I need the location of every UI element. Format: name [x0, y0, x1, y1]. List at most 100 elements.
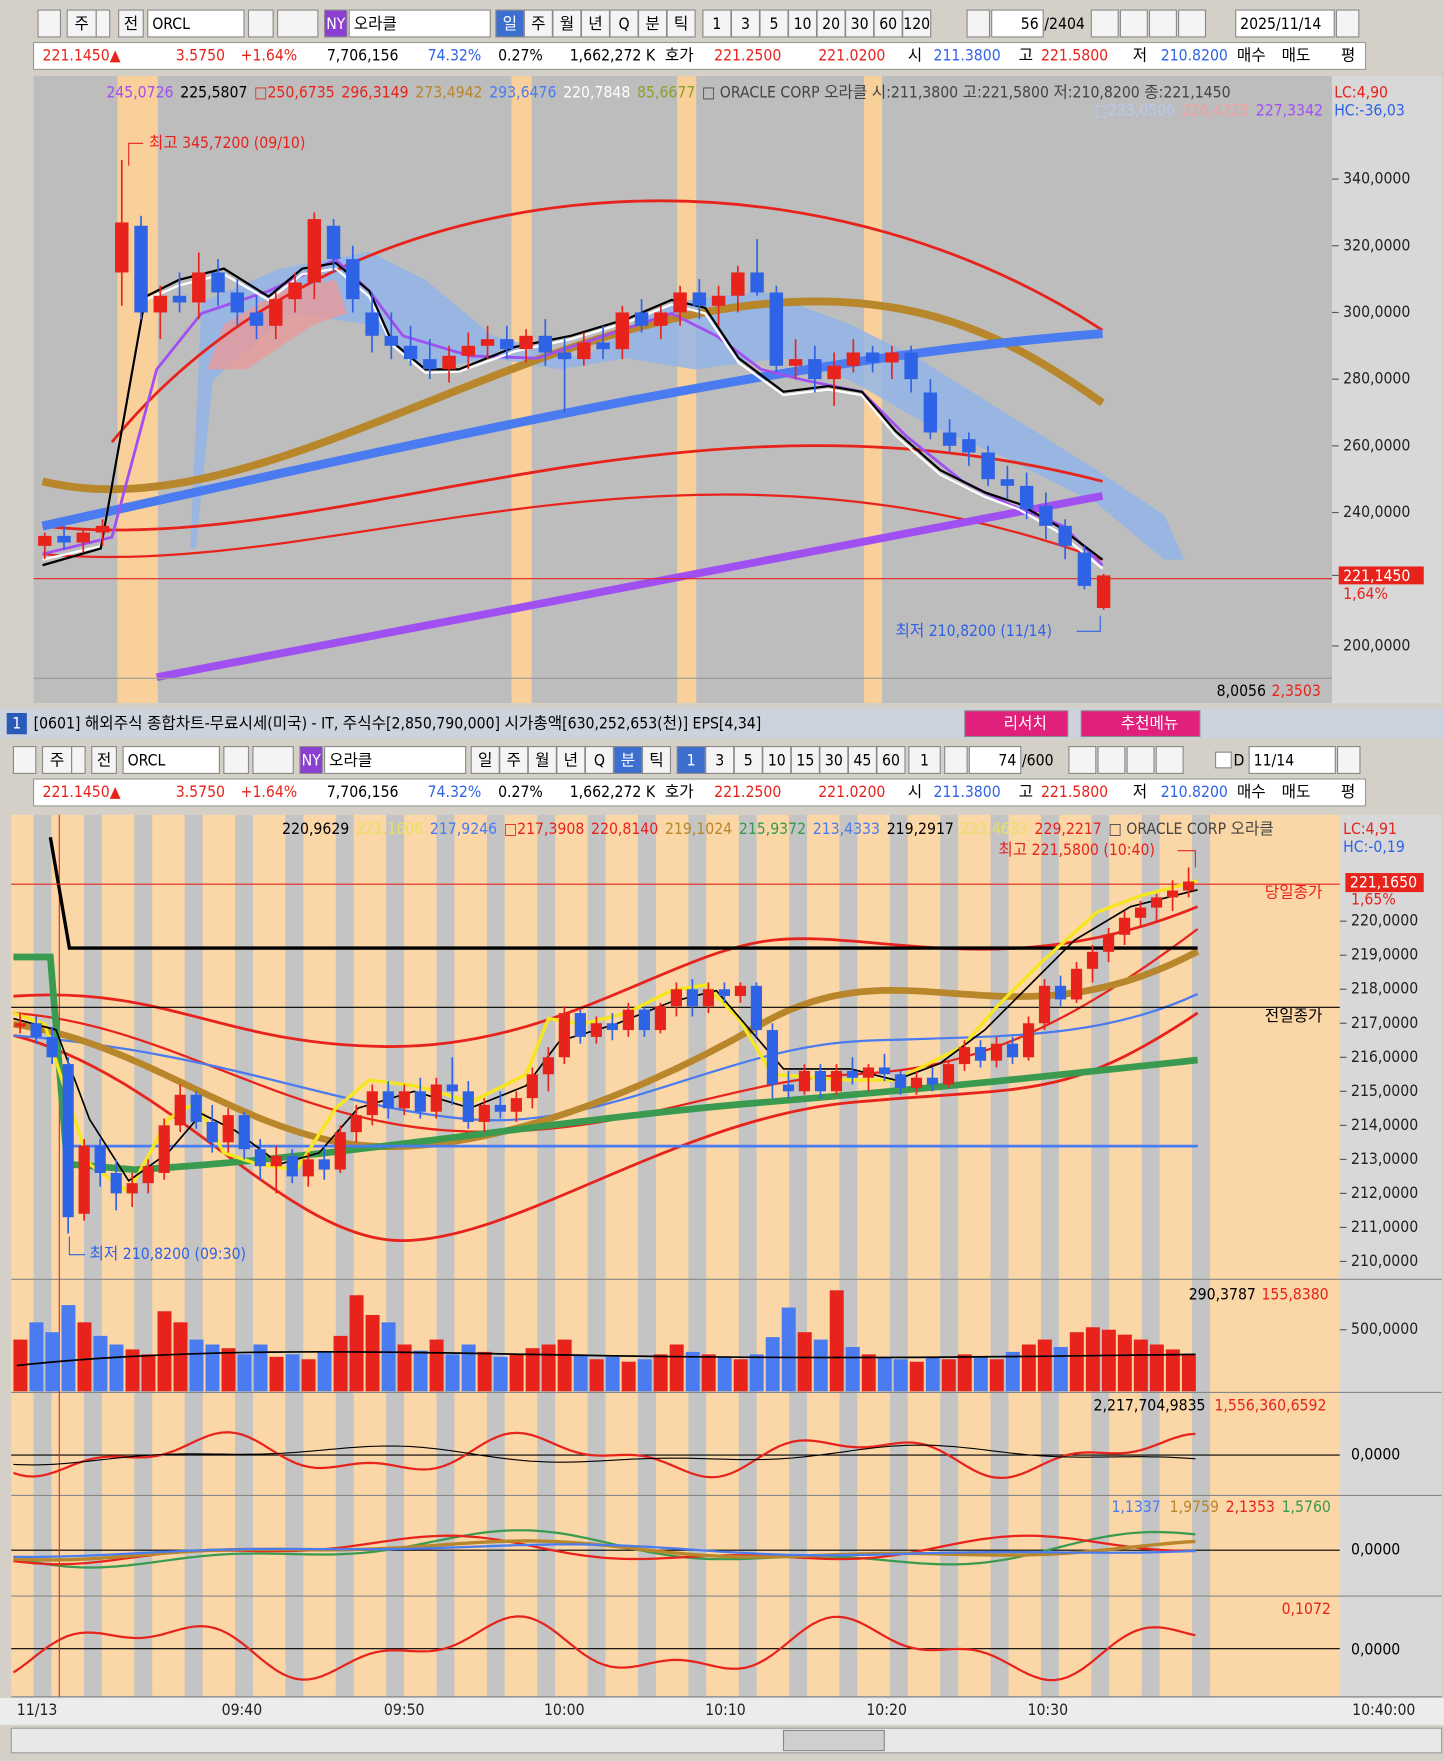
button[interactable] [790, 746, 820, 774]
button-label: 3 [715, 751, 724, 770]
button[interactable] [584, 746, 614, 774]
button[interactable] [966, 9, 991, 38]
button[interactable] [705, 746, 735, 774]
volume-bar [1069, 1332, 1084, 1392]
button[interactable] [676, 746, 706, 774]
volume-bar [189, 1339, 204, 1392]
button[interactable] [816, 9, 846, 38]
count: 56 [1021, 14, 1039, 33]
indicator-line [13, 1431, 1196, 1480]
candle-body [365, 312, 379, 336]
name-input[interactable] [324, 746, 467, 774]
button[interactable] [702, 9, 732, 38]
button[interactable] [71, 746, 86, 774]
button[interactable] [1337, 746, 1361, 774]
button[interactable] [41, 746, 73, 774]
time-label: 10:40:00 [1352, 1700, 1415, 1719]
button[interactable] [902, 9, 932, 38]
candle-body [1150, 897, 1163, 908]
button[interactable] [1090, 9, 1119, 38]
button[interactable] [845, 9, 875, 38]
quote-item: 매수 [1237, 45, 1266, 64]
scroll-thumb[interactable] [782, 1729, 885, 1752]
count-input[interactable] [991, 9, 1044, 38]
button[interactable] [944, 746, 968, 774]
button[interactable] [759, 9, 789, 38]
moving-average-line [12, 948, 1200, 1150]
button[interactable] [1335, 9, 1360, 38]
button[interactable] [876, 746, 906, 774]
button[interactable] [1178, 9, 1207, 38]
date-input[interactable] [1248, 746, 1336, 774]
volume-bar [701, 1354, 716, 1392]
market-tag[interactable] [324, 9, 348, 38]
button[interactable] [252, 746, 294, 774]
quote-item: 저 [1133, 782, 1147, 801]
candle-body [577, 342, 591, 360]
button[interactable] [95, 9, 111, 38]
volume-bar [637, 1359, 652, 1392]
checkbox[interactable] [1215, 751, 1232, 769]
volume-bar [157, 1311, 172, 1392]
button[interactable] [908, 746, 941, 774]
button[interactable] [37, 9, 62, 38]
button[interactable] [1097, 746, 1126, 774]
volume-bar [877, 1356, 892, 1392]
menu-button[interactable] [1080, 710, 1201, 738]
lc-label: LC:4,90 [1334, 82, 1388, 101]
candle-body [622, 1009, 634, 1031]
button[interactable] [873, 9, 903, 38]
button[interactable] [847, 746, 877, 774]
button[interactable] [762, 746, 792, 774]
button[interactable] [613, 746, 643, 774]
low-note: 최저 210,8200 (09:30) [90, 1244, 247, 1263]
volume-bar [605, 1356, 620, 1392]
candle-body [923, 392, 938, 433]
volume-bar [509, 1354, 524, 1392]
button[interactable] [1155, 746, 1184, 774]
menu-button[interactable] [964, 710, 1069, 738]
date-input[interactable] [1235, 9, 1335, 38]
candle-body [134, 225, 148, 313]
button-label: 60 [882, 751, 900, 770]
y-tick-label: 240,0000 [1343, 502, 1410, 521]
symbol-input[interactable] [147, 9, 245, 38]
button[interactable] [223, 746, 250, 774]
market-tag[interactable] [299, 746, 323, 774]
button[interactable] [12, 746, 37, 774]
quote-item: 3.5750 [176, 782, 225, 801]
symbol-input[interactable] [122, 746, 220, 774]
button[interactable] [499, 746, 529, 774]
y-tick-label: 218,0000 [1351, 979, 1418, 998]
button[interactable] [609, 9, 639, 38]
y-tick-label: 212,0000 [1351, 1183, 1418, 1202]
name-input[interactable] [348, 9, 491, 38]
scrollbar[interactable] [10, 1727, 1443, 1754]
button[interactable] [1148, 9, 1177, 38]
button[interactable] [556, 746, 586, 774]
button[interactable] [118, 9, 144, 38]
button[interactable] [819, 746, 849, 774]
count-input[interactable] [968, 746, 1022, 774]
button[interactable] [1119, 9, 1148, 38]
button[interactable] [641, 746, 672, 774]
button[interactable] [495, 9, 525, 38]
button[interactable] [1068, 746, 1097, 774]
button[interactable] [638, 9, 668, 38]
candle-body [480, 339, 495, 346]
button[interactable] [1126, 746, 1155, 774]
button[interactable] [733, 746, 763, 774]
candle-body [254, 1149, 266, 1167]
volume-bar [893, 1359, 908, 1392]
button[interactable] [247, 9, 274, 38]
button[interactable] [277, 9, 319, 38]
button[interactable] [91, 746, 117, 774]
candle-body [14, 1023, 26, 1027]
button[interactable] [66, 9, 97, 38]
button[interactable] [666, 9, 696, 38]
quote-item: 221.2500 [714, 782, 781, 801]
button[interactable] [730, 9, 761, 38]
volume-bar [653, 1354, 668, 1392]
volume-bar [253, 1344, 268, 1392]
volume-bar [381, 1322, 396, 1392]
